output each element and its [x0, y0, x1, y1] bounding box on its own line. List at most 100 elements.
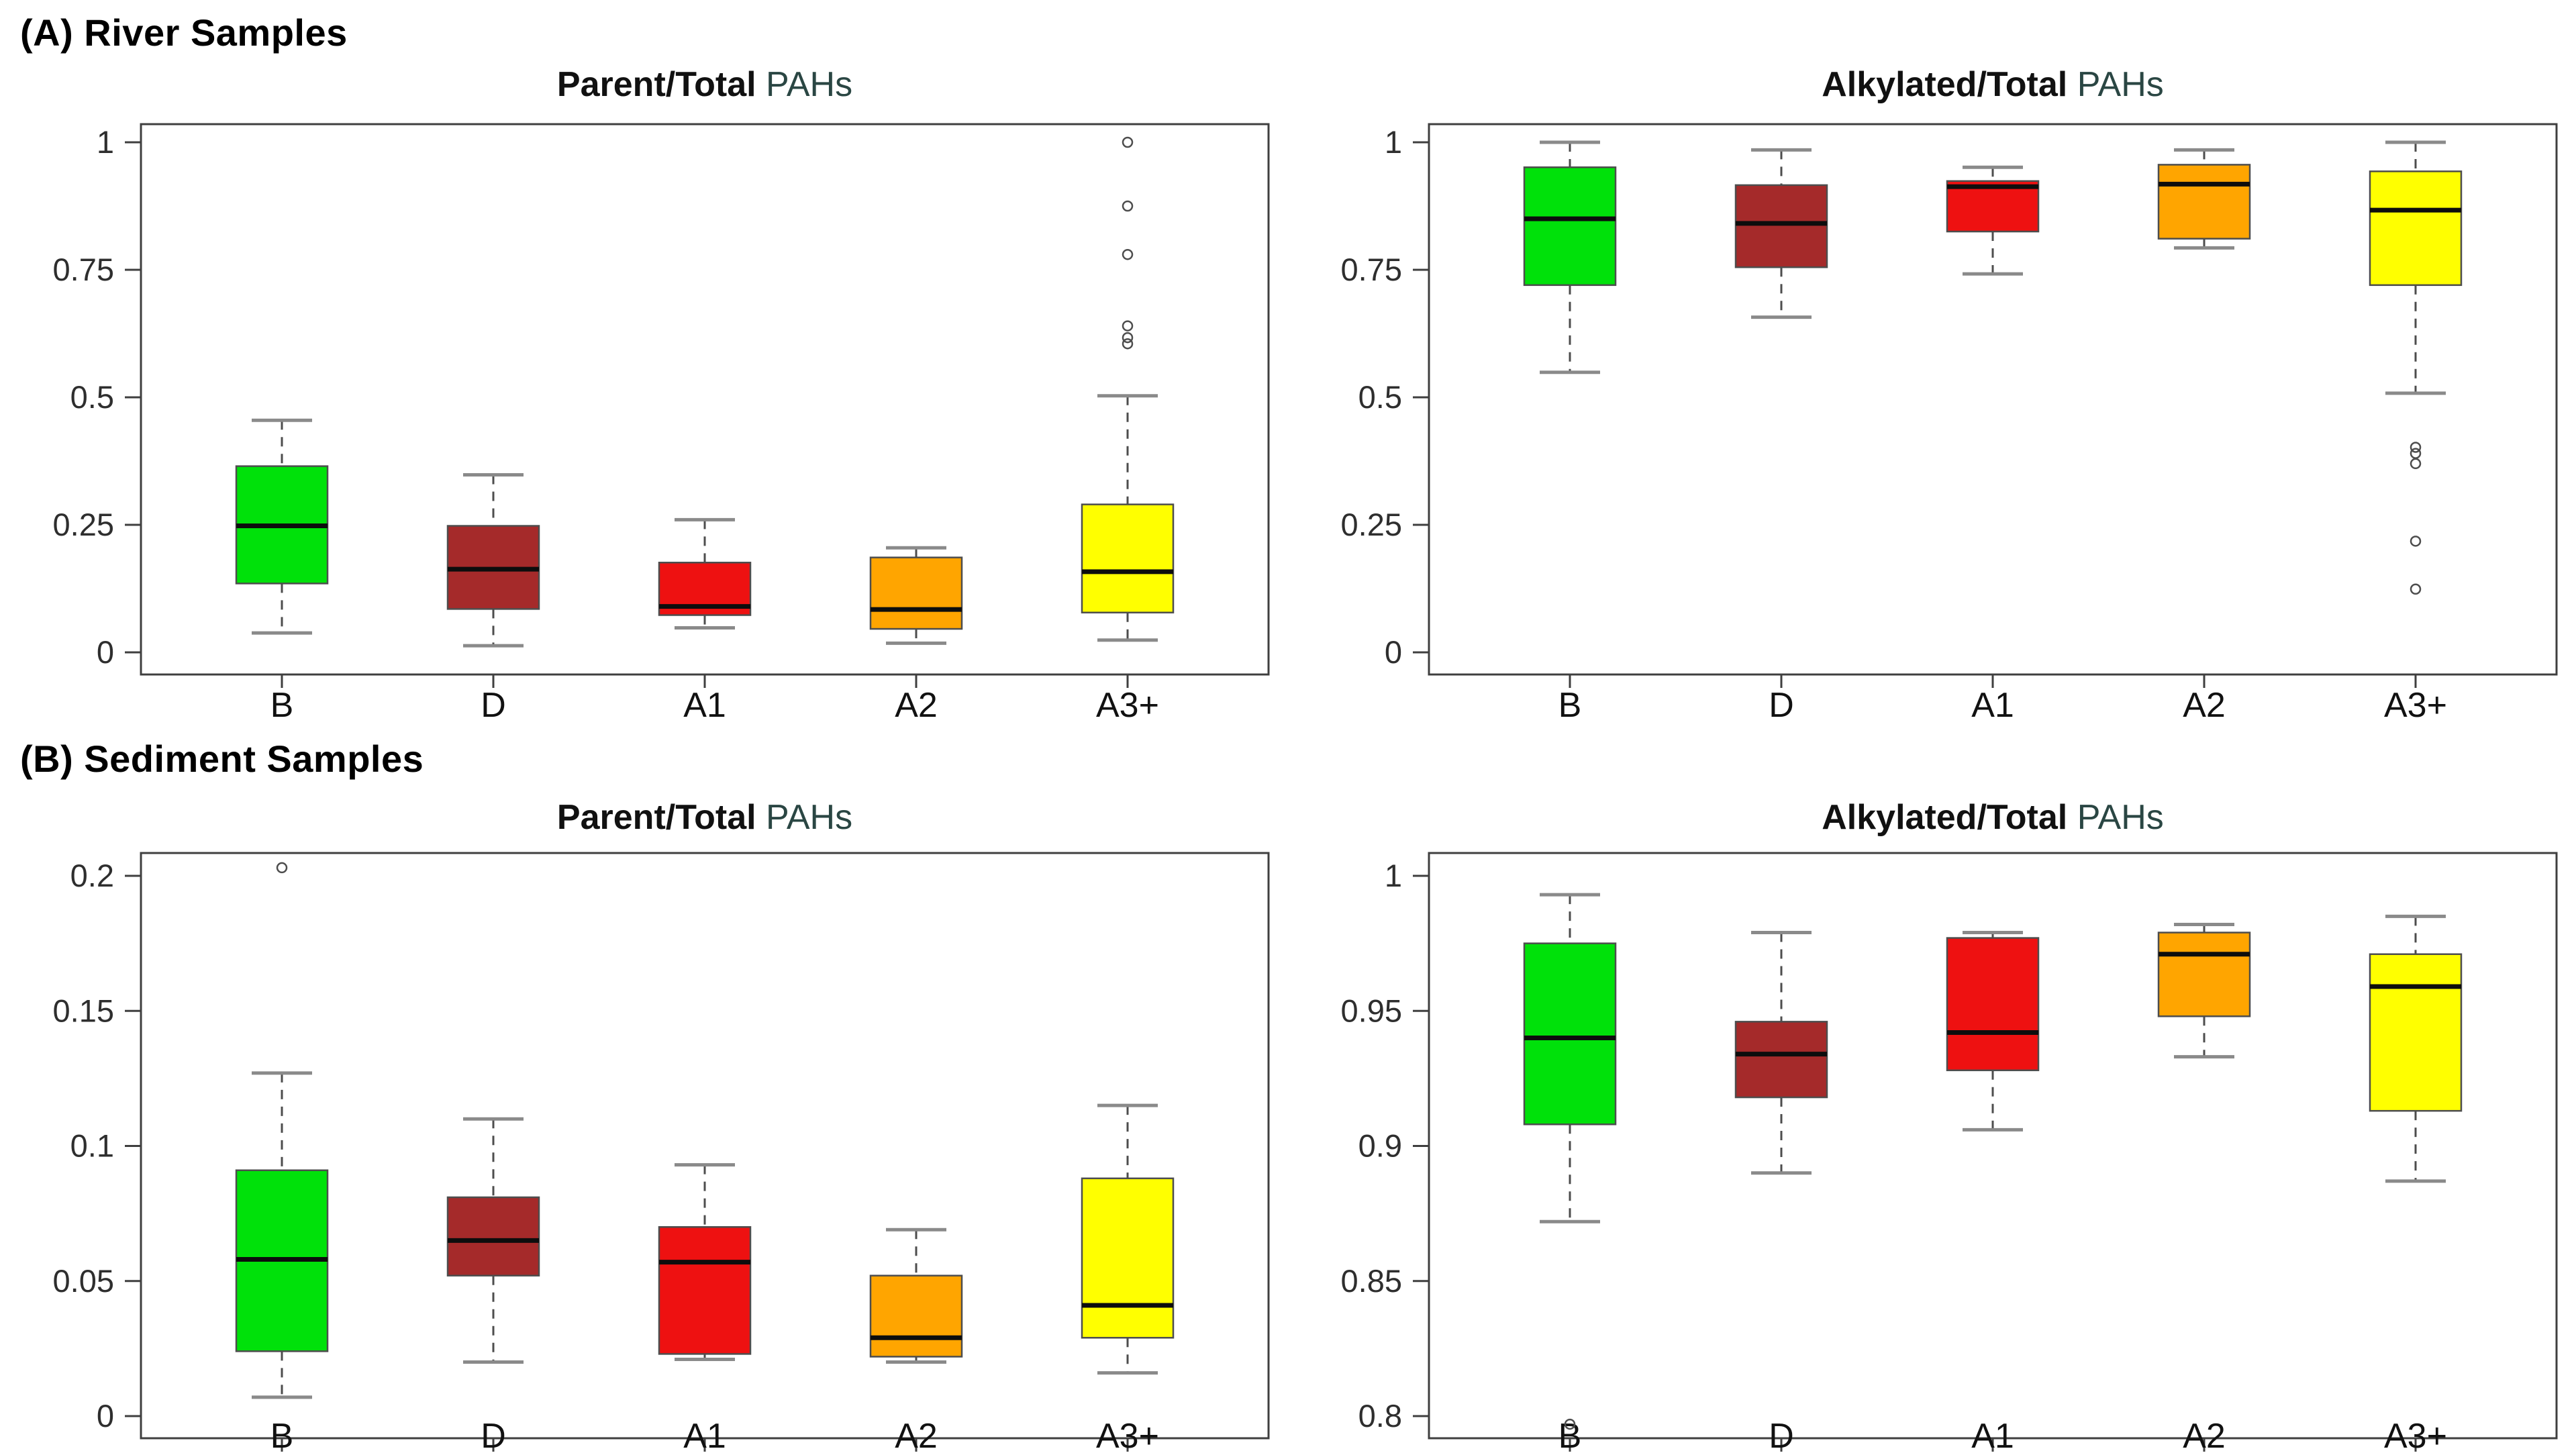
iqr-box	[1946, 937, 2040, 1072]
box-group-D: D	[446, 1117, 540, 1453]
x-category-label: A2	[2183, 1417, 2226, 1453]
outlier-point	[1564, 1418, 1576, 1430]
chart-title-accent: PAHs	[766, 798, 852, 837]
y-tick-label: 0.5	[70, 379, 114, 415]
box-group-A1: A1	[1946, 931, 2040, 1453]
y-tick-label: 0.2	[70, 858, 114, 893]
panel-sediment-parent-pahs: Parent/Total PAHs 0.2 0.15 0.1 0.05 0 B D A1 A2 A3…	[0, 728, 1288, 1453]
box-group-D: D	[1734, 931, 1828, 1453]
y-tick-label: 1	[97, 124, 114, 160]
section-header-river-samples: (A) River Samples	[20, 11, 348, 54]
iqr-box	[2369, 953, 2463, 1112]
y-tick-label: 0.05	[53, 1263, 114, 1299]
y-tick-label: 0	[97, 1398, 114, 1434]
chart-title-main: Parent/Total	[557, 65, 766, 104]
x-category-label: B	[270, 686, 294, 725]
x-category-label: A3+	[1096, 686, 1159, 725]
box-group-D: D	[446, 473, 540, 725]
chart-title: Alkylated/Total PAHs	[1822, 65, 2164, 104]
outlier-point	[1122, 248, 1134, 260]
outlier-point	[1122, 338, 1134, 350]
y-tick-label: 1	[1385, 124, 1402, 160]
chart-title: Alkylated/Total PAHs	[1822, 798, 2164, 837]
iqr-box	[1081, 1177, 1175, 1339]
x-category-label: D	[1769, 1417, 1794, 1453]
outlier-point	[2410, 442, 2422, 453]
y-tick-label: 0.15	[53, 993, 114, 1028]
panel-sediment-alkylated-pahs: Alkylated/Total PAHs 1 0.95 0.9 0.85 0.8 B D A1 A…	[1288, 728, 2576, 1453]
outlier-point	[1122, 136, 1134, 148]
outlier-point	[2410, 458, 2422, 470]
y-tick-label: 0.25	[1341, 507, 1402, 542]
chart-title-main: Alkylated/Total	[1822, 798, 2077, 837]
x-category-label: D	[481, 1417, 506, 1453]
x-category-label: A1	[683, 1417, 726, 1453]
y-tick-label: 0.1	[70, 1128, 114, 1164]
iqr-box	[2157, 932, 2251, 1017]
y-tick-label: 0.95	[1341, 993, 1402, 1028]
y-tick-label: 0	[1385, 634, 1402, 670]
iqr-box	[446, 1196, 540, 1276]
y-tick-label: 0.25	[53, 507, 114, 542]
iqr-box	[1946, 180, 2040, 233]
iqr-box	[1523, 942, 1617, 1125]
box-group-A3+: A3+	[1081, 1103, 1175, 1453]
x-category-label: A1	[1971, 1417, 2014, 1453]
panel-river-parent-pahs: Parent/Total PAHs 1 0.75 0.5 0.25 0 B D A1 A2 A3+	[0, 0, 1288, 725]
box-group-A2: A2	[869, 1227, 963, 1453]
x-category-label: B	[270, 1417, 294, 1453]
chart-title: Parent/Total PAHs	[557, 65, 852, 104]
iqr-box	[2369, 170, 2463, 287]
outlier-point	[276, 862, 288, 874]
chart-title-main: Parent/Total	[557, 798, 766, 837]
iqr-box	[869, 1274, 963, 1358]
iqr-box	[658, 1226, 752, 1355]
x-category-label: A3+	[2384, 686, 2447, 725]
box-group-A1: A1	[658, 1163, 752, 1453]
box-group-A1: A1	[658, 517, 752, 725]
x-category-label: A2	[2183, 686, 2226, 725]
boxplot-sediment-parent: Parent/Total PAHs 0.2 0.15 0.1 0.05 0 B D A1 A2 A3…	[53, 798, 1270, 1453]
x-category-label: A1	[1971, 686, 2014, 725]
boxplot-river-alkylated: Alkylated/Total PAHs 1 0.75 0.5 0.25 0 B D A1 A2 A…	[1341, 65, 2558, 725]
x-category-label: D	[1769, 686, 1794, 725]
x-category-label: B	[1558, 686, 1582, 725]
y-tick-label: 0.5	[1358, 379, 1402, 415]
outlier-point	[2410, 583, 2422, 595]
y-tick-label: 0.75	[53, 252, 114, 287]
box-group-A1: A1	[1946, 165, 2040, 725]
boxplot-sediment-alkylated: Alkylated/Total PAHs 1 0.95 0.9 0.85 0.8 B D A1 A…	[1341, 798, 2558, 1453]
y-tick-label: 0.85	[1341, 1263, 1402, 1299]
x-category-label: A1	[683, 686, 726, 725]
iqr-box	[1734, 1021, 1828, 1099]
x-category-label: A3+	[2384, 1417, 2447, 1453]
box-group-A2: A2	[869, 546, 963, 725]
outlier-point	[2410, 536, 2422, 547]
x-category-label: A2	[895, 1417, 938, 1453]
outlier-point	[2410, 448, 2422, 459]
iqr-box	[2157, 164, 2251, 240]
box-group-A2: A2	[2157, 148, 2251, 725]
section-header-sediment-samples: (B) Sediment Samples	[20, 738, 424, 780]
y-tick-label: 0	[97, 634, 114, 670]
box-group-A3+: A3+	[1081, 136, 1175, 725]
boxplot-river-parent: Parent/Total PAHs 1 0.75 0.5 0.25 0 B D A1 A2 A3+	[53, 65, 1270, 725]
x-category-label: A2	[895, 686, 938, 725]
box-group-A3+: A3+	[2369, 914, 2463, 1453]
outlier-point	[1122, 332, 1134, 344]
box-group-B: B	[235, 862, 329, 1453]
box-group-D: D	[1734, 148, 1828, 725]
x-category-label: D	[481, 686, 506, 725]
x-category-label: A3+	[1096, 1417, 1159, 1453]
iqr-box	[1523, 166, 1617, 287]
chart-title-accent: PAHs	[766, 65, 852, 104]
y-tick-label: 0.75	[1341, 252, 1402, 287]
y-tick-label: 1	[1385, 858, 1402, 893]
panel-river-alkylated-pahs: Alkylated/Total PAHs 1 0.75 0.5 0.25 0 B D A1 A2 A…	[1288, 0, 2576, 725]
iqr-box	[1081, 503, 1175, 613]
chart-title: Parent/Total PAHs	[557, 798, 852, 837]
chart-title-main: Alkylated/Total	[1822, 65, 2077, 104]
box-group-B: B	[1523, 893, 1617, 1453]
iqr-box	[869, 556, 963, 630]
box-group-B: B	[1523, 140, 1617, 725]
